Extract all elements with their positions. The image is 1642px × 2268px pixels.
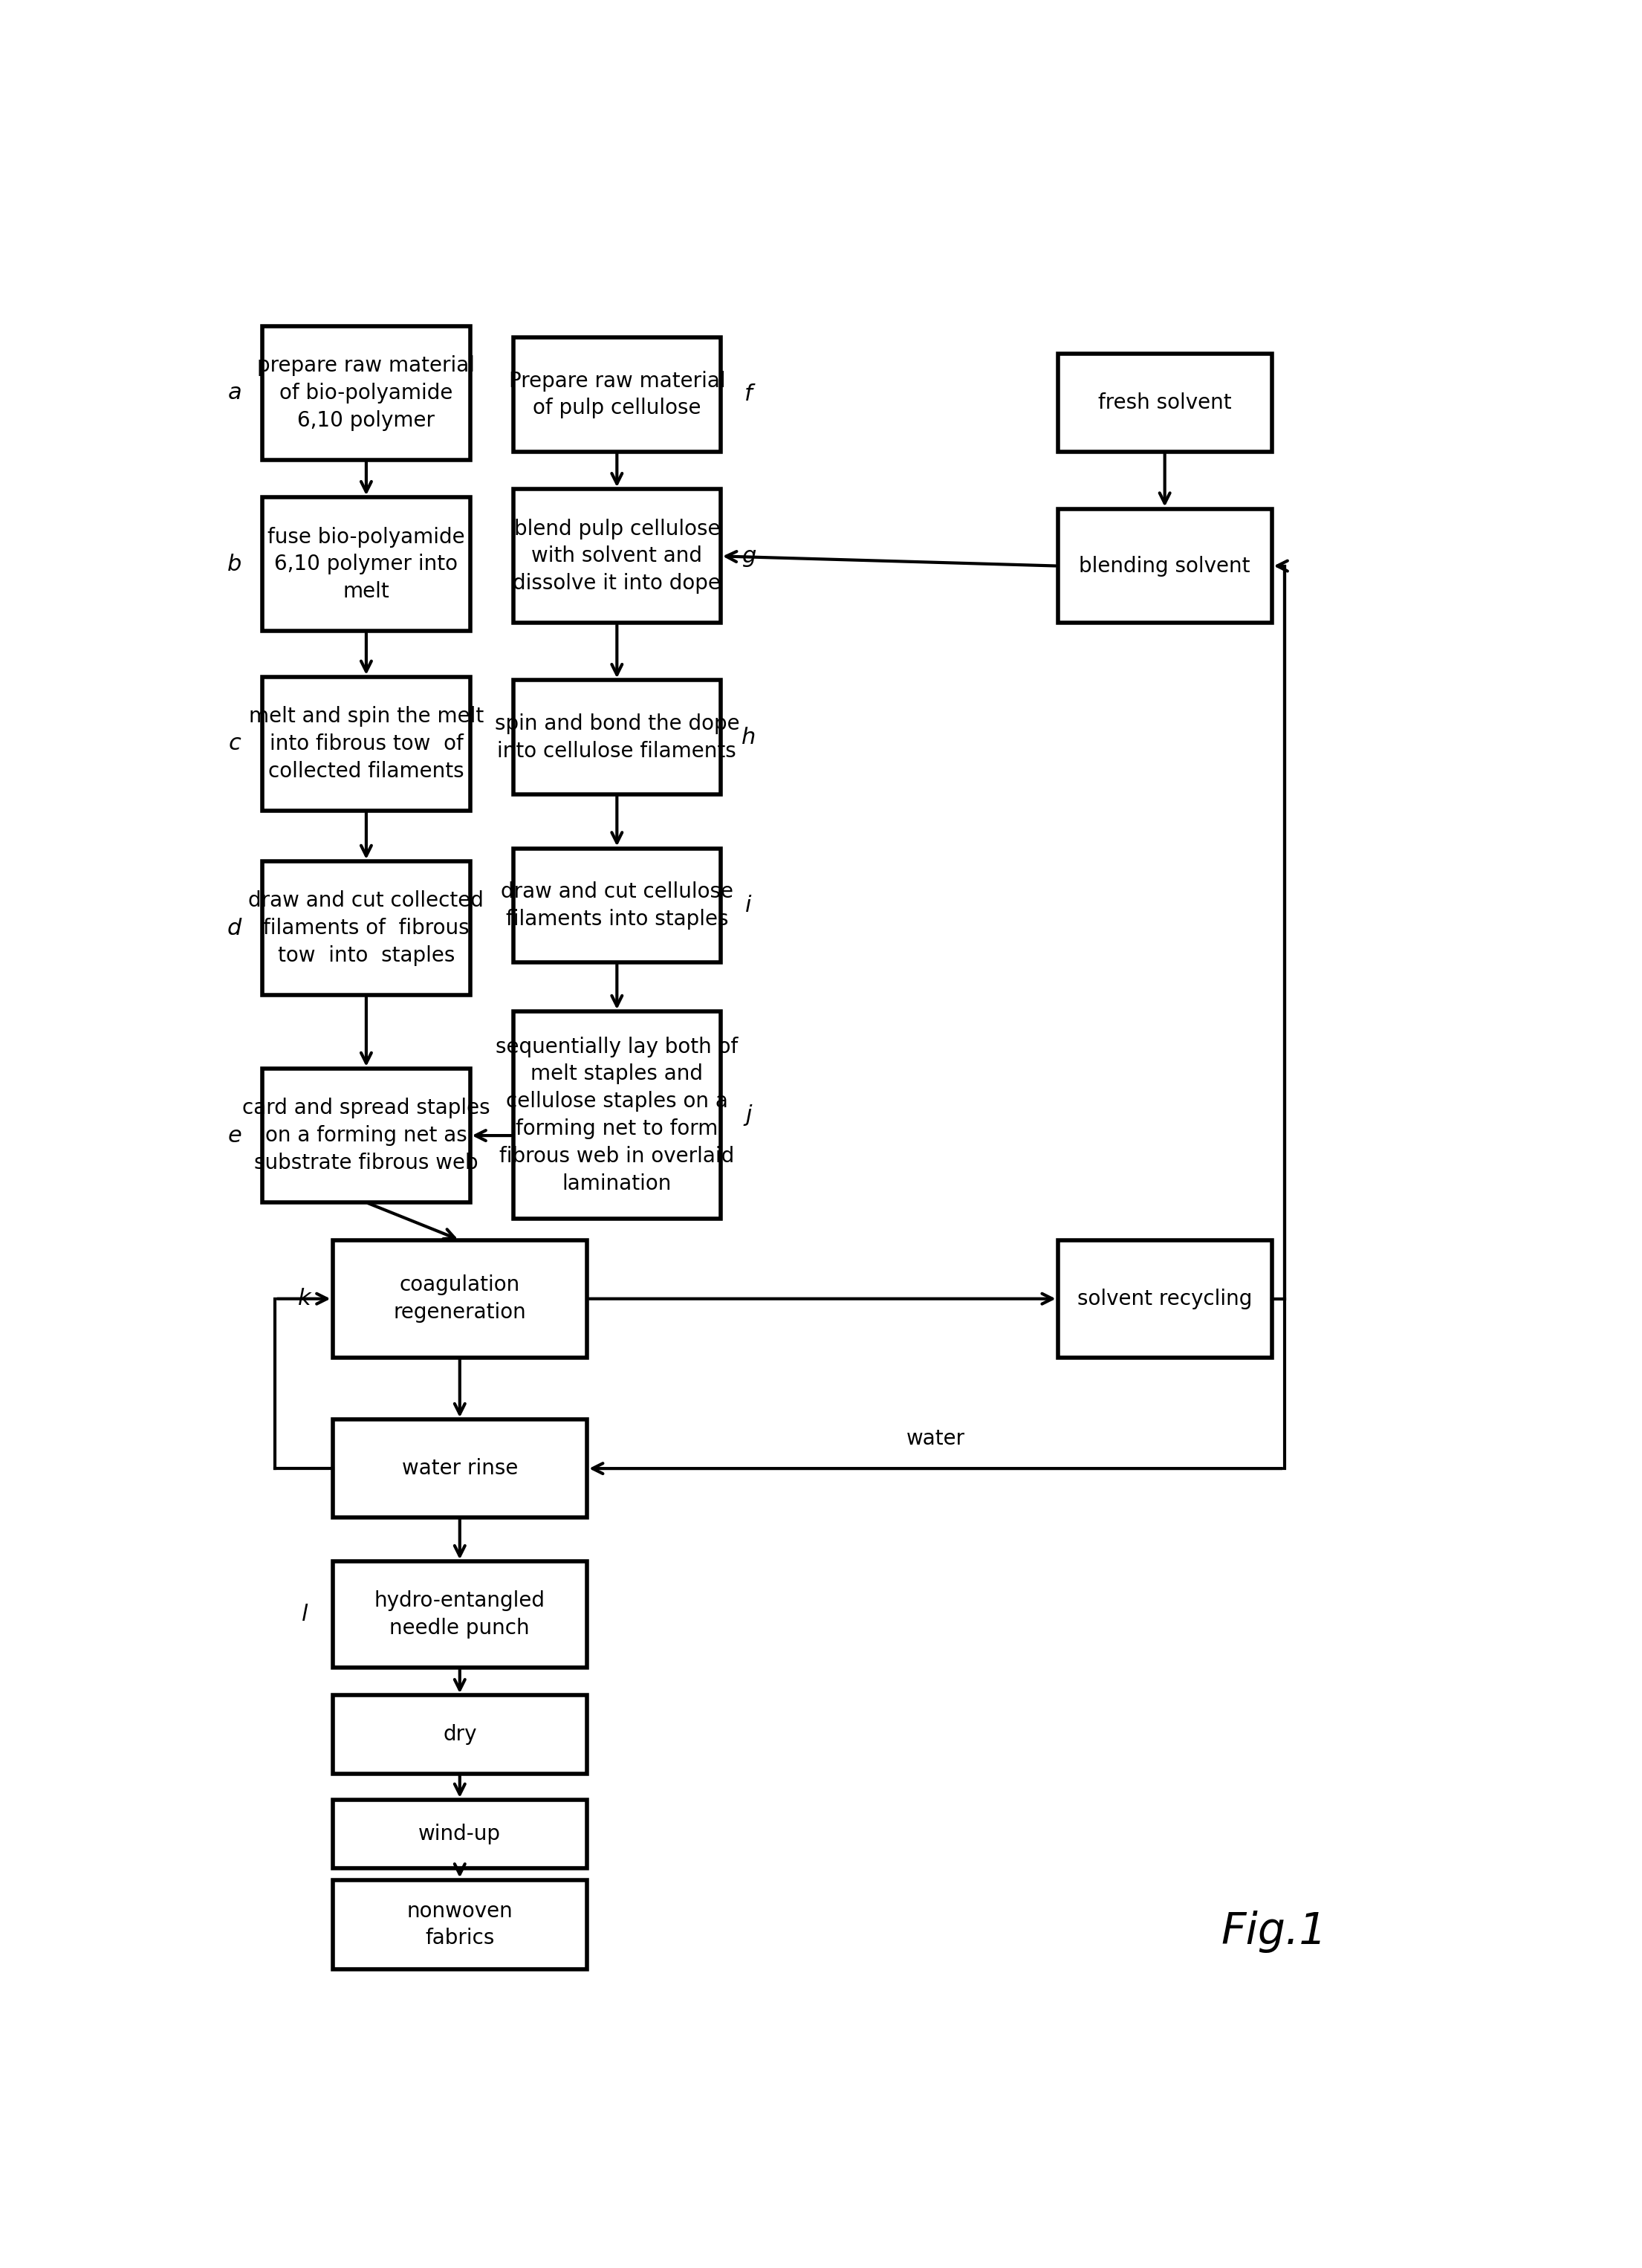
Text: sequentially lay both of
melt staples and
cellulose staples on a
forming net to : sequentially lay both of melt staples an… — [496, 1036, 739, 1193]
Text: wind-up: wind-up — [419, 1823, 501, 1844]
FancyBboxPatch shape — [514, 680, 721, 794]
Text: blend pulp cellulose
with solvent and
dissolve it into dope: blend pulp cellulose with solvent and di… — [512, 519, 721, 594]
FancyBboxPatch shape — [1057, 508, 1271, 624]
Text: dry: dry — [443, 1724, 476, 1744]
FancyBboxPatch shape — [1057, 354, 1271, 451]
Text: Fig.1: Fig.1 — [1222, 1912, 1327, 1953]
Text: fresh solvent: fresh solvent — [1098, 392, 1232, 413]
Text: j: j — [745, 1105, 752, 1125]
Text: nonwoven
fabrics: nonwoven fabrics — [407, 1901, 512, 1948]
Text: d: d — [227, 919, 241, 939]
Text: water: water — [906, 1429, 965, 1449]
Text: k: k — [297, 1288, 310, 1309]
FancyBboxPatch shape — [514, 338, 721, 451]
FancyBboxPatch shape — [263, 497, 470, 631]
FancyBboxPatch shape — [332, 1420, 588, 1517]
Text: draw and cut collected
filaments of  fibrous
tow  into  staples: draw and cut collected filaments of fibr… — [248, 891, 484, 966]
Text: blending solvent: blending solvent — [1079, 556, 1250, 576]
FancyBboxPatch shape — [263, 862, 470, 996]
FancyBboxPatch shape — [332, 1801, 588, 1869]
FancyBboxPatch shape — [514, 848, 721, 962]
Text: g: g — [742, 544, 755, 567]
FancyBboxPatch shape — [514, 1012, 721, 1218]
Text: water rinse: water rinse — [402, 1458, 517, 1479]
Text: c: c — [228, 733, 241, 755]
Text: f: f — [744, 383, 752, 406]
Text: b: b — [227, 553, 241, 576]
FancyBboxPatch shape — [332, 1241, 588, 1359]
Text: spin and bond the dope
into cellulose filaments: spin and bond the dope into cellulose fi… — [494, 712, 739, 762]
FancyBboxPatch shape — [263, 327, 470, 460]
Text: h: h — [742, 726, 755, 748]
FancyBboxPatch shape — [1057, 1241, 1271, 1359]
FancyBboxPatch shape — [332, 1880, 588, 1969]
Text: prepare raw material
of bio-polyamide
6,10 polymer: prepare raw material of bio-polyamide 6,… — [258, 356, 475, 431]
Text: i: i — [745, 894, 752, 916]
Text: draw and cut cellulose
filaments into staples: draw and cut cellulose filaments into st… — [501, 882, 734, 930]
Text: solvent recycling: solvent recycling — [1077, 1288, 1253, 1309]
Text: coagulation
regeneration: coagulation regeneration — [394, 1275, 525, 1322]
Text: hydro-entangled
needle punch: hydro-entangled needle punch — [374, 1590, 545, 1640]
Text: Prepare raw material
of pulp cellulose: Prepare raw material of pulp cellulose — [509, 370, 726, 420]
Text: a: a — [228, 383, 241, 404]
Text: e: e — [228, 1125, 241, 1145]
FancyBboxPatch shape — [263, 676, 470, 810]
Text: melt and spin the melt
into fibrous tow  of
collected filaments: melt and spin the melt into fibrous tow … — [248, 705, 484, 782]
Text: fuse bio-polyamide
6,10 polymer into
melt: fuse bio-polyamide 6,10 polymer into mel… — [268, 526, 465, 601]
Text: l: l — [302, 1603, 307, 1626]
FancyBboxPatch shape — [332, 1696, 588, 1774]
Text: card and spread staples
on a forming net as
substrate fibrous web: card and spread staples on a forming net… — [243, 1098, 491, 1173]
FancyBboxPatch shape — [514, 490, 721, 624]
FancyBboxPatch shape — [332, 1563, 588, 1667]
FancyBboxPatch shape — [263, 1068, 470, 1202]
